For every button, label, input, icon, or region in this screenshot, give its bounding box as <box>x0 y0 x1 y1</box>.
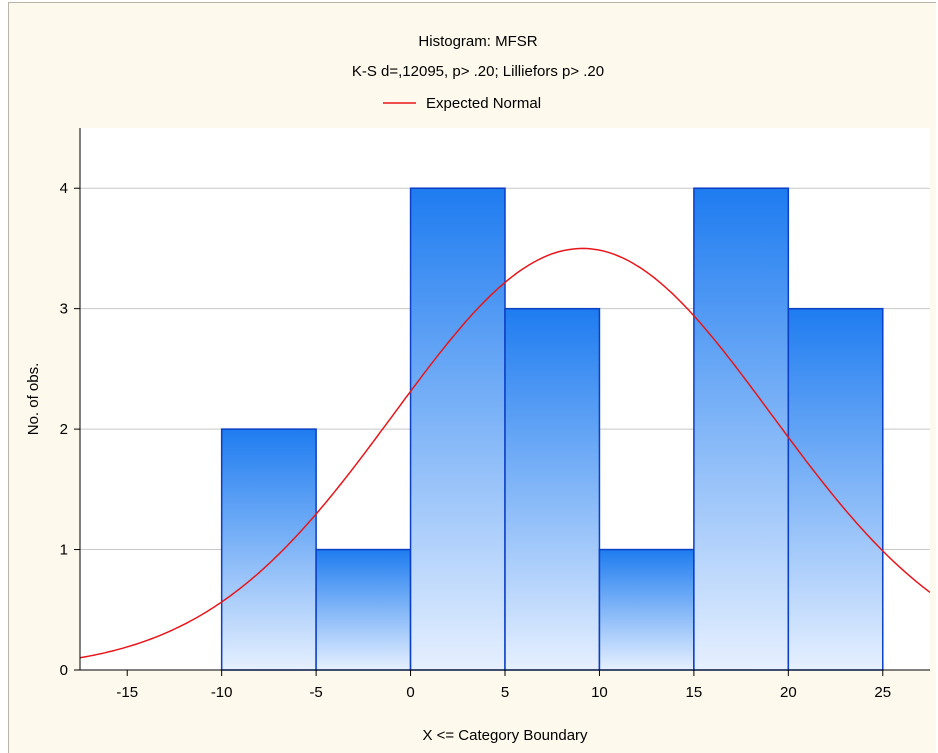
histogram-bar <box>693 187 790 671</box>
chart-subtitle: K-S d=,12095, p> .20; Lilliefors p> .20 <box>352 63 604 80</box>
y-tick-label: 2 <box>60 421 68 438</box>
x-tick-label: 25 <box>874 684 891 701</box>
histogram-bar <box>315 548 412 671</box>
x-tick-label: -5 <box>309 684 322 701</box>
x-tick-label: -15 <box>116 684 138 701</box>
y-tick-label: 0 <box>60 662 68 679</box>
y-axis-label: No. of obs. <box>25 363 42 436</box>
x-tick-label: 20 <box>780 684 797 701</box>
x-tick-label: -10 <box>211 684 233 701</box>
legend: Expected Normal <box>383 95 541 112</box>
y-tick-label: 3 <box>60 301 68 318</box>
legend-label-expected-normal: Expected Normal <box>426 95 541 112</box>
histogram-bar <box>598 548 695 671</box>
histogram-bars <box>220 187 884 671</box>
y-tick-label: 1 <box>60 542 68 559</box>
expected-normal-curve <box>80 247 930 659</box>
x-tick-label: 15 <box>686 684 703 701</box>
y-tick-label: 4 <box>60 180 68 197</box>
x-axis-label: X <= Category Boundary <box>422 727 588 744</box>
histogram-bar <box>409 187 506 671</box>
x-tick-label: 5 <box>501 684 509 701</box>
chart-title: Histogram: MFSR <box>418 33 537 50</box>
expected-normal-curve-layer <box>80 247 930 659</box>
histogram-bar <box>504 307 601 671</box>
axis-ticks: -15 -10 -5 0 5 10 15 20 25 0 1 2 3 4 <box>60 180 891 701</box>
x-tick-label: 0 <box>406 684 414 701</box>
histogram-bar <box>220 428 317 671</box>
histogram-bar <box>787 307 884 671</box>
x-tick-label: 10 <box>591 684 608 701</box>
